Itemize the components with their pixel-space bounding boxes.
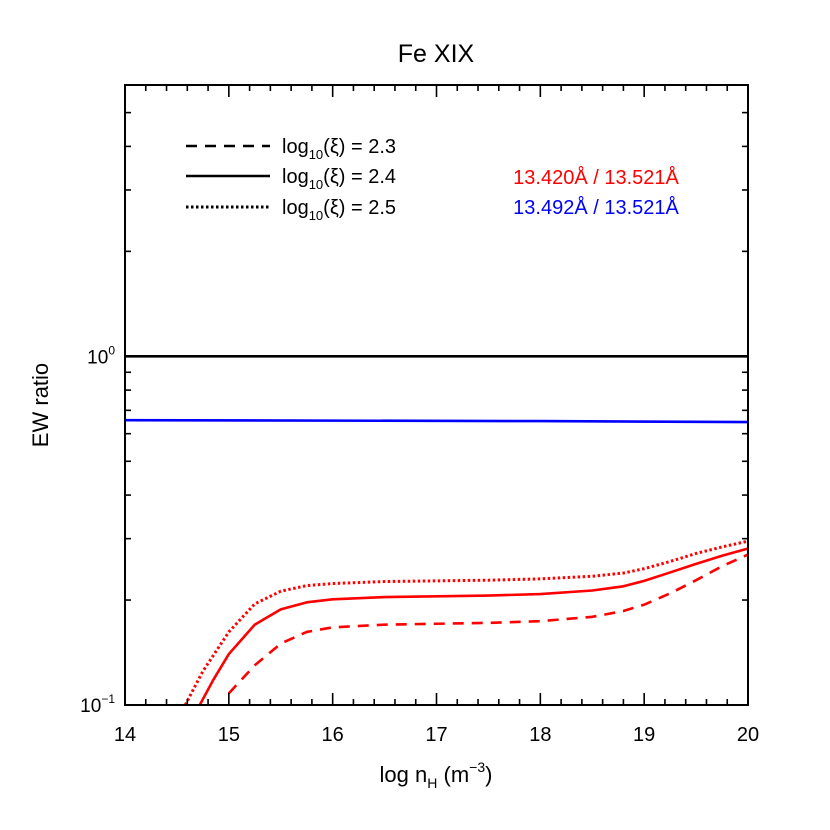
series-line-2 xyxy=(227,553,748,695)
legend-label: log10(ξ) = 2.4 xyxy=(282,166,396,192)
y-tick-label: 10−1 xyxy=(80,692,115,717)
y-tick-label: 100 xyxy=(87,343,115,368)
x-tick-labels: 14 15 16 17 18 19 20 xyxy=(114,724,759,746)
legend-linestyles: log10(ξ) = 2.3 log10(ξ) = 2.4 log10(ξ) = 2… xyxy=(186,136,396,223)
x-tick-label: 16 xyxy=(322,724,344,746)
series-line-3 xyxy=(198,547,748,705)
y-tick-labels: 100 10−1 xyxy=(80,343,115,717)
legend-ratio-label: 13.492Å / 13.521Å xyxy=(513,196,679,219)
plot-area xyxy=(125,355,748,705)
x-tick-label: 18 xyxy=(529,724,551,746)
x-tick-label: 20 xyxy=(737,724,759,746)
legend-ratio-label: 13.420Å / 13.521Å xyxy=(513,166,679,189)
series-line-4 xyxy=(183,539,748,705)
x-tick-label: 19 xyxy=(633,724,655,746)
x-tick-label: 14 xyxy=(114,724,136,746)
chart-title: Fe XIX xyxy=(398,40,475,68)
x-axis-label: log nH (m−3) xyxy=(380,759,493,791)
x-tick-label: 15 xyxy=(218,724,240,746)
legend-ratios: 13.420Å / 13.521Å 13.492Å / 13.521Å xyxy=(513,166,679,219)
legend-label: log10(ξ) = 2.5 xyxy=(282,197,396,223)
x-tick-label: 17 xyxy=(425,724,447,746)
series-line-1 xyxy=(125,418,748,424)
y-axis-label: EW ratio xyxy=(28,363,53,447)
plot-frame xyxy=(124,84,749,706)
legend-label: log10(ξ) = 2.3 xyxy=(282,136,396,162)
